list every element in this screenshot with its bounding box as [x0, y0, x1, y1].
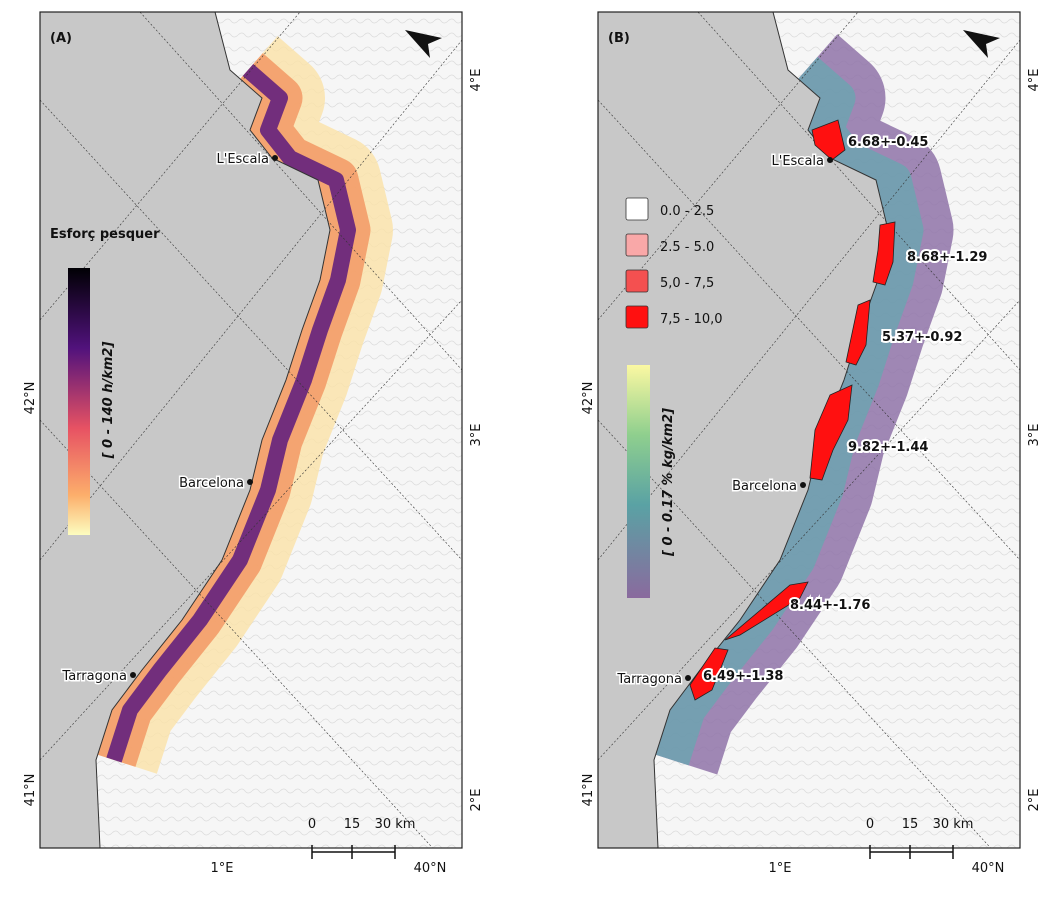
legend-label: 0.0 - 2.5	[660, 204, 714, 219]
scale-label: 30 km	[933, 817, 974, 832]
legend-swatch	[626, 234, 648, 256]
place-dot	[247, 479, 253, 485]
figure: (A) L'Escala Barcelona Tarragona Esforç pesq…	[0, 0, 1048, 907]
scale-label: 15	[344, 817, 361, 832]
lon-label: 2°E	[469, 789, 484, 812]
map-panel: (A) L'Escala Barcelona Tarragona Esforç pesq…	[23, 12, 484, 880]
lon-label: 40°N	[414, 861, 447, 876]
map-panel: (B) L'Escala Barcelona Tarragona 0.0 - 2.5 2.…	[581, 12, 1042, 880]
scale-label: 0	[866, 817, 874, 832]
legend-title: Esforç pesquer	[50, 227, 160, 242]
place-label: L'Escala	[217, 152, 270, 167]
hotspot-value: 6.49+-1.38	[703, 669, 783, 684]
place-label: Barcelona	[732, 479, 797, 494]
place-label: Barcelona	[179, 476, 244, 491]
hotspot-value: 9.82+-1.44	[848, 440, 928, 455]
lat-label: 42°N	[23, 382, 38, 415]
lon-label: 4°E	[1027, 69, 1042, 92]
lat-label: 41°N	[23, 774, 38, 807]
panel-label: (A)	[50, 31, 72, 46]
scale-label: 15	[902, 817, 919, 832]
lon-label: 3°E	[1027, 424, 1042, 447]
place-label: Tarragona	[616, 672, 682, 687]
lon-label: 1°E	[211, 861, 234, 876]
hotspot-value: 5.37+-0.92	[882, 330, 962, 345]
place-dot	[827, 157, 833, 163]
place-dot	[130, 672, 136, 678]
lon-label: 1°E	[769, 861, 792, 876]
place-label: L'Escala	[772, 154, 825, 169]
lat-label: 42°N	[581, 382, 596, 415]
scale-label: 30 km	[375, 817, 416, 832]
legend-swatch	[626, 270, 648, 292]
lon-label: 2°E	[1027, 789, 1042, 812]
colorbar	[68, 268, 90, 535]
lon-label: 3°E	[469, 424, 484, 447]
place-dot	[272, 155, 278, 161]
legend-label: 5,0 - 7,5	[660, 276, 714, 291]
legend-label: 2.5 - 5.0	[660, 240, 714, 255]
panel-label: (B)	[608, 31, 630, 46]
colorbar	[627, 365, 650, 598]
hotspot-value: 8.44+-1.76	[790, 598, 870, 613]
lon-label: 40°N	[972, 861, 1005, 876]
legend-label: 7,5 - 10,0	[660, 312, 723, 327]
legend-swatch	[626, 306, 648, 328]
lat-label: 41°N	[581, 774, 596, 807]
colorbar-label: [ 0 - 0.17 % kg/km2]	[661, 408, 676, 557]
hotspot-value: 8.68+-1.29	[907, 250, 987, 265]
scale-label: 0	[308, 817, 316, 832]
hotspot-value: 6.68+-0.45	[848, 135, 928, 150]
place-label: Tarragona	[61, 669, 127, 684]
place-dot	[800, 482, 806, 488]
lon-label: 4°E	[469, 69, 484, 92]
place-dot	[685, 675, 691, 681]
colorbar-label: [ 0 - 140 h/km2]	[101, 342, 116, 460]
legend-swatch	[626, 198, 648, 220]
